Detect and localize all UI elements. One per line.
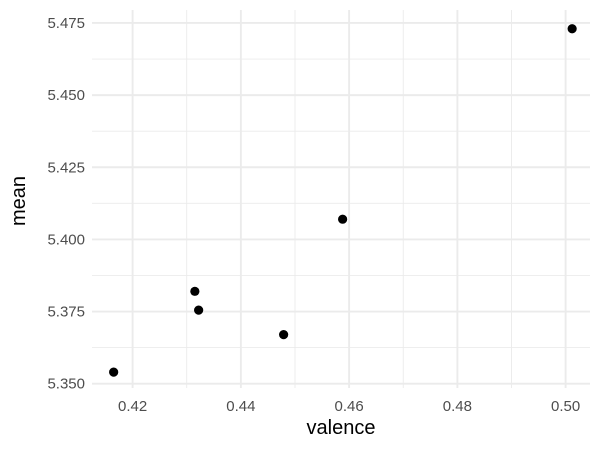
data-point — [194, 305, 204, 315]
y-tick-label: 5.375 — [47, 304, 85, 321]
x-tick-label: 0.44 — [226, 398, 255, 415]
data-point — [338, 214, 348, 224]
x-tick-label: 0.50 — [551, 398, 580, 415]
y-tick-label: 5.475 — [47, 15, 85, 32]
grid-layer — [92, 10, 590, 388]
x-tick-labels: 0.42 0.44 0.46 0.48 0.50 — [118, 398, 580, 415]
data-point — [190, 286, 200, 296]
y-tick-labels: 5.350 5.375 5.400 5.425 5.450 5.475 — [47, 15, 85, 393]
y-tick-label: 5.425 — [47, 159, 85, 176]
x-tick-label: 0.48 — [443, 398, 472, 415]
x-tick-label: 0.42 — [118, 398, 147, 415]
y-axis-title: mean — [8, 176, 30, 226]
y-tick-label: 5.400 — [47, 231, 85, 248]
points-layer — [109, 24, 577, 377]
x-axis-title: valence — [307, 417, 376, 439]
x-tick-label: 0.46 — [335, 398, 364, 415]
data-point — [567, 24, 577, 34]
y-tick-label: 5.450 — [47, 87, 85, 104]
data-point — [109, 367, 119, 377]
data-point — [279, 330, 289, 340]
y-tick-label: 5.350 — [47, 376, 85, 393]
